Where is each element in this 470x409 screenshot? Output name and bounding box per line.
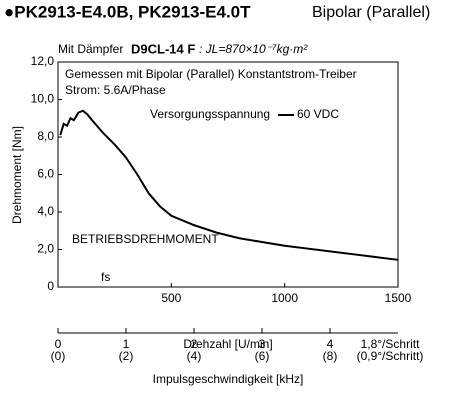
y-tick-label: 12,0 [31, 54, 55, 68]
pulse-half-step-label: (2) [119, 349, 134, 363]
y-tick-label: 4,0 [37, 204, 54, 218]
legend-title: Versorgungsspannung [150, 107, 270, 121]
x-tick-label: 1000 [271, 291, 298, 305]
x-tick-label: 1500 [385, 291, 412, 305]
pulse-tick-label: 3 [259, 337, 266, 351]
pulse-half-step-label: (6) [255, 349, 270, 363]
y-tick-label: 6,0 [37, 167, 54, 181]
pulse-half-step-label: (4) [187, 349, 202, 363]
annotation: BETRIEBSDREHMOMENT [72, 232, 219, 246]
y-tick-label: 8,0 [37, 129, 54, 143]
x-axis-label: Drehzahl [U/min] [183, 337, 272, 351]
pulse-step-label: (0,9°/Schritt) [357, 349, 424, 363]
y-tick-label: 0 [47, 279, 54, 293]
subtitle: Mit Dämpfer [58, 42, 123, 56]
x-tick-label: 500 [161, 291, 181, 305]
pulse-step-label: 1,8°/Schritt [361, 337, 420, 351]
subtitle: D9CL-14 F [131, 41, 195, 56]
pulse-axis-label: Impulsgeschwindigkeit [kHz] [153, 372, 304, 386]
pulse-tick-label: 1 [123, 337, 130, 351]
chart-title: ●PK2913-E4.0B, PK2913-E4.0T [4, 2, 251, 21]
annotation: Gemessen mit Bipolar (Parallel) Konstant… [65, 67, 357, 81]
y-tick-label: 10,0 [31, 92, 55, 106]
y-tick-label: 2,0 [37, 242, 54, 256]
pulse-tick-label: 0 [55, 337, 62, 351]
pulse-half-step-label: (8) [323, 349, 338, 363]
annotation: Strom: 5.6A/Phase [65, 83, 166, 97]
chart-title-suffix: Bipolar (Parallel) [312, 4, 430, 21]
legend-label: 60 VDC [297, 107, 339, 121]
subtitle: : JL=870×10⁻⁷kg·m² [199, 42, 308, 56]
torque-curve [59, 109, 399, 261]
pulse-half-step-label: (0) [51, 349, 66, 363]
y-axis-label: Drehmoment [Nm] [10, 126, 24, 224]
pulse-tick-label: 2 [191, 337, 198, 351]
pulse-tick-label: 4 [327, 337, 334, 351]
annotation: fs [101, 270, 110, 284]
